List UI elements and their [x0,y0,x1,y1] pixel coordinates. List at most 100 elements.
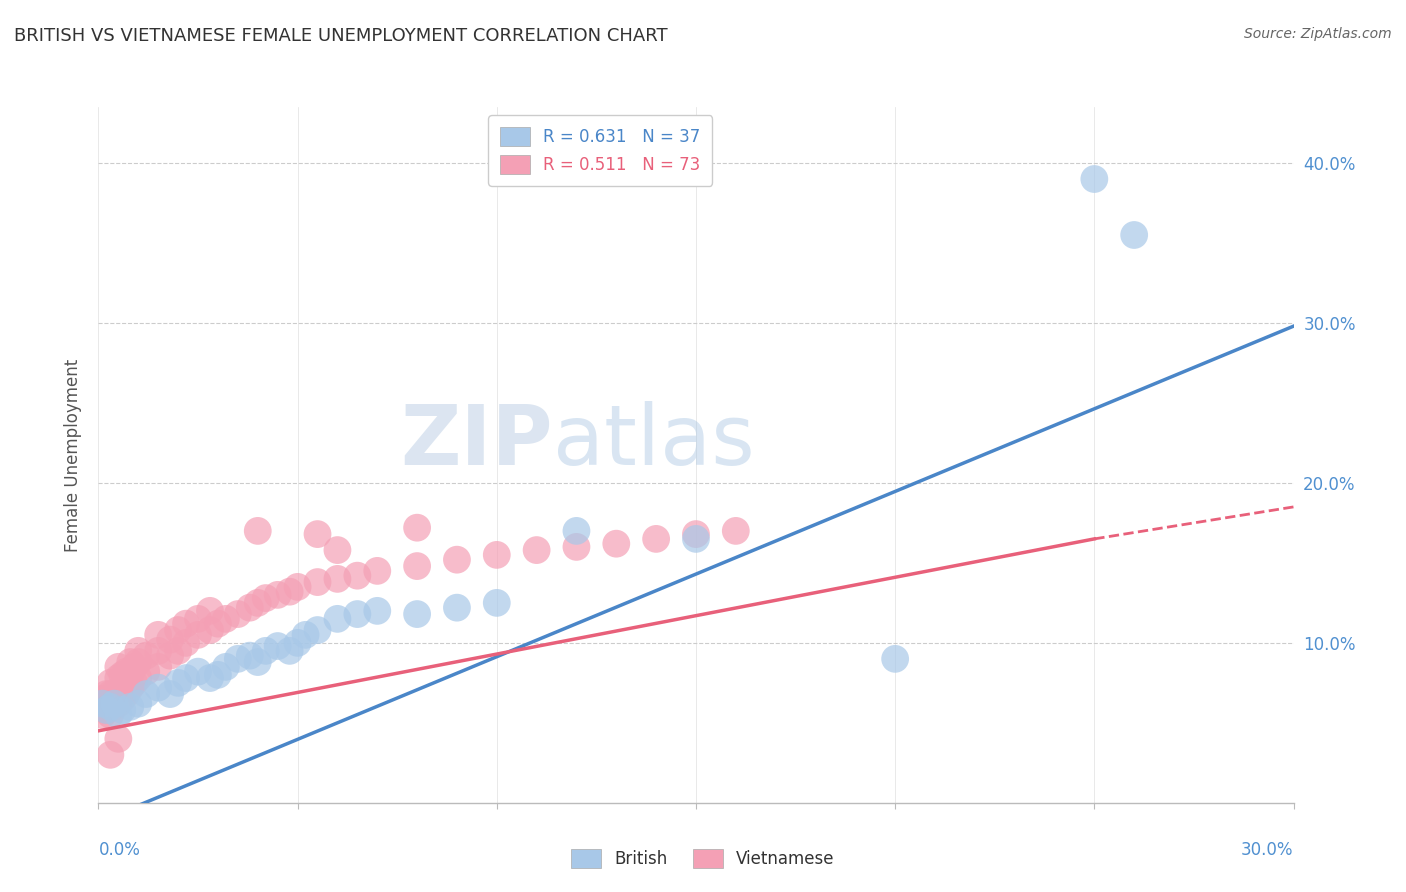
Point [98,747,122,762]
Point [198,604,221,618]
Point [366,604,388,618]
Point [103,687,125,701]
Point [267,639,290,653]
Point [159,648,181,663]
Text: 30.0%: 30.0% [1241,841,1294,859]
Point [326,572,349,586]
Point [294,628,316,642]
Point [115,687,138,701]
Point [96,697,118,711]
Point [127,697,149,711]
Point [135,648,157,663]
Point [565,524,588,538]
Point [254,591,277,605]
Point [98,697,122,711]
Point [159,632,181,647]
Point [446,600,468,615]
Point [307,527,329,541]
Point [115,665,138,679]
Point [96,703,118,717]
Point [226,607,249,621]
Point [307,575,329,590]
Point [91,691,114,706]
Point [246,655,269,669]
Point [135,687,157,701]
Point [148,681,170,695]
Point [187,628,209,642]
Point [107,671,129,685]
Point [724,524,747,538]
Point [148,660,170,674]
Text: ZIP: ZIP [401,401,553,482]
Point [96,687,118,701]
Point [645,532,668,546]
Point [148,644,170,658]
Point [174,616,197,631]
Point [366,564,388,578]
Point [605,537,627,551]
Point [326,543,349,558]
Point [446,552,468,566]
Point [246,596,269,610]
Point [215,660,238,674]
Point [120,699,142,714]
Point [226,652,249,666]
Point [406,521,429,535]
Point [239,648,262,663]
Point [115,676,138,690]
Point [127,655,149,669]
Point [239,600,262,615]
Text: BRITISH VS VIETNAMESE FEMALE UNEMPLOYMENT CORRELATION CHART: BRITISH VS VIETNAMESE FEMALE UNEMPLOYMEN… [14,27,668,45]
Point [91,697,114,711]
Point [91,699,114,714]
Point [198,671,221,685]
Point [103,699,125,714]
Point [207,616,229,631]
Point [127,671,149,685]
Point [167,676,190,690]
Point [159,687,181,701]
Point [884,652,907,666]
Text: Source: ZipAtlas.com: Source: ZipAtlas.com [1244,27,1392,41]
Point [111,668,134,682]
Point [485,548,508,562]
Point [120,668,142,682]
Point [111,691,134,706]
Point [565,540,588,554]
Point [267,588,290,602]
Point [124,676,146,690]
Point [107,707,129,722]
Point [685,532,707,546]
Point [278,584,301,599]
Point [174,671,197,685]
Point [120,655,142,669]
Point [278,644,301,658]
Point [98,707,122,722]
Text: 0.0%: 0.0% [98,841,141,859]
Point [346,568,368,582]
Point [346,607,368,621]
Point [107,697,129,711]
Text: atlas: atlas [553,401,754,482]
Point [98,687,122,701]
Point [207,668,229,682]
Point [254,644,277,658]
Point [124,660,146,674]
Point [485,596,508,610]
Point [107,683,129,698]
Point [287,636,309,650]
Point [98,699,122,714]
Legend: R = 0.631   N = 37, R = 0.511   N = 73: R = 0.631 N = 37, R = 0.511 N = 73 [488,115,713,186]
Point [111,703,134,717]
Point [148,628,170,642]
Point [107,731,129,746]
Point [167,623,190,637]
Point [1083,172,1105,186]
Y-axis label: Female Unemployment: Female Unemployment [63,359,82,551]
Point [111,681,134,695]
Point [103,697,125,711]
Point [307,623,329,637]
Point [246,524,269,538]
Point [406,607,429,621]
Point [326,612,349,626]
